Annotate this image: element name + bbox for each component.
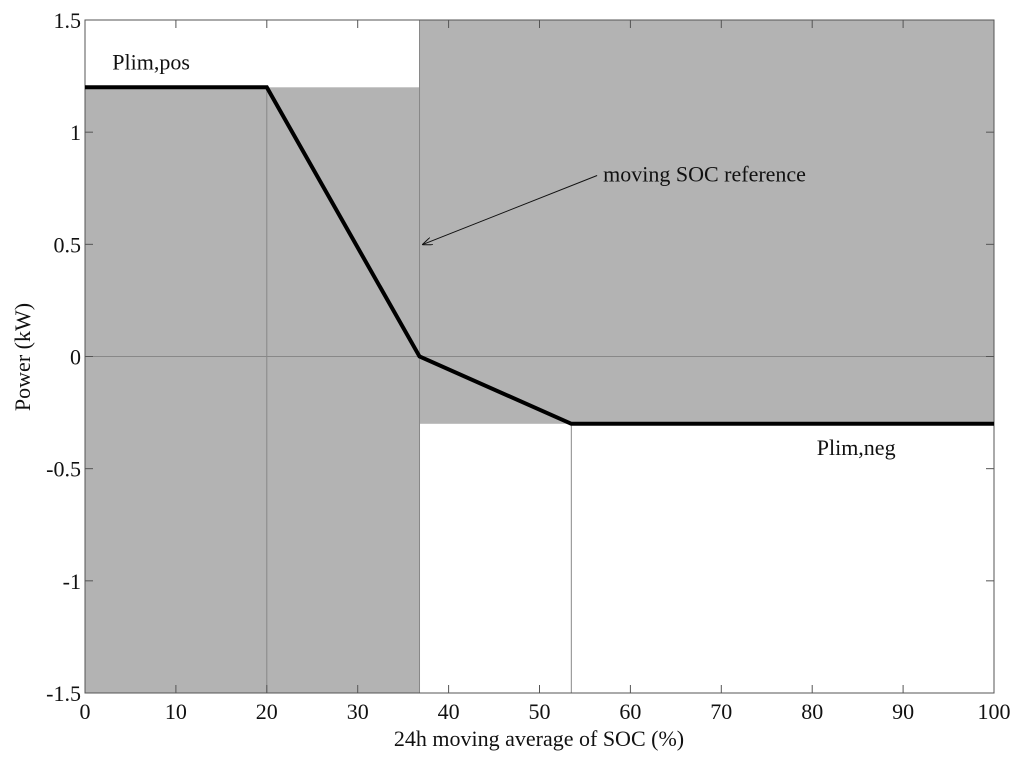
y-tick-label: 0: [70, 345, 81, 370]
x-tick-label: 100: [978, 699, 1011, 724]
x-tick-label: 80: [801, 699, 823, 724]
x-tick-label: 60: [619, 699, 641, 724]
tick-labels: 0 10 20 30 40 50 60 70 80 90 100 -1.5 -1 -0.5 0 0.5 1 1.5: [46, 8, 1010, 724]
power-limit-line: [85, 85, 994, 426]
y-tick-label: 1.5: [54, 8, 82, 33]
x-tick-label: 20: [256, 699, 278, 724]
x-tick-label: 30: [347, 699, 369, 724]
shaded-region-2: [419, 20, 995, 424]
series-layer: [85, 85, 994, 426]
x-axis-label: 24h moving average of SOC (%): [394, 726, 684, 751]
annotations: Plim,pos Plim,neg moving SOC reference: [112, 49, 895, 460]
y-tick-label: 0.5: [54, 232, 82, 257]
x-tick-label: 0: [80, 699, 91, 724]
x-tick-label: 90: [892, 699, 914, 724]
shaded-regions: [85, 20, 995, 694]
shaded-region-1: [85, 87, 420, 694]
x-tick-label: 70: [710, 699, 732, 724]
y-tick-label: -1.5: [46, 681, 81, 706]
axes: [84, 19, 995, 694]
x-tick-label: 40: [438, 699, 460, 724]
annotation-3: moving SOC reference: [603, 162, 806, 187]
y-axis-label: Power (kW): [10, 303, 35, 411]
y-tick-label: -1: [63, 569, 81, 594]
y-tick-label: -0.5: [46, 457, 81, 482]
x-tick-label: 50: [529, 699, 551, 724]
annotation-arrow: [423, 175, 598, 245]
annotation-2: Plim,neg: [817, 435, 896, 460]
annotation-1: Plim,pos: [112, 49, 190, 74]
x-tick-label: 10: [165, 699, 187, 724]
y-tick-label: 1: [70, 120, 81, 145]
